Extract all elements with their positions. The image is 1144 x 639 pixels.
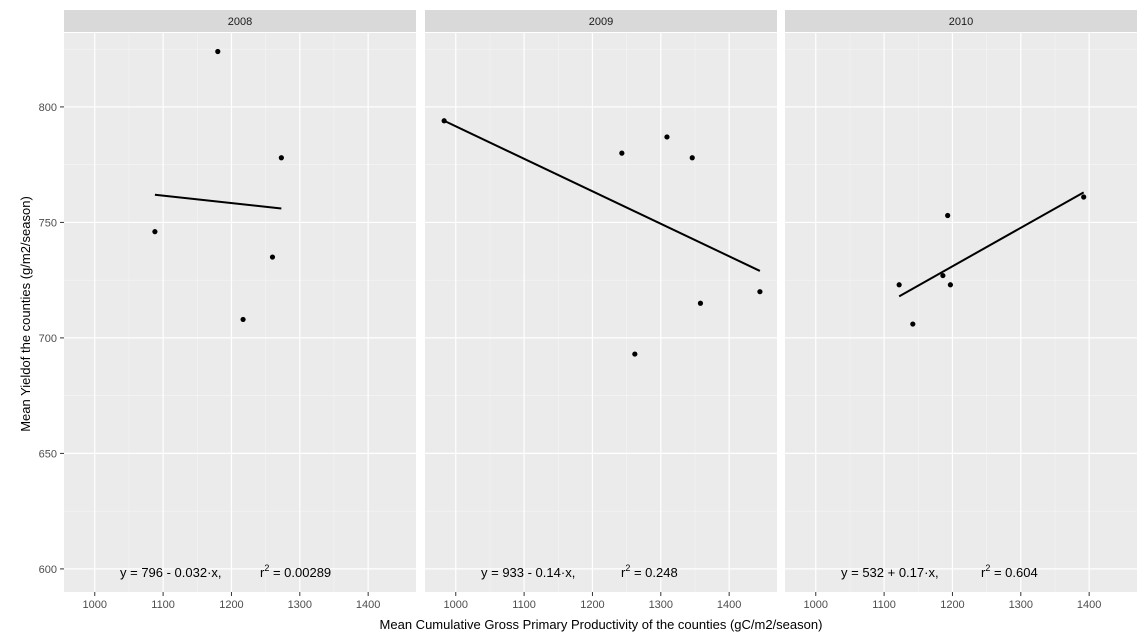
data-point [152,229,158,235]
facet-strip [425,10,777,32]
y-tick-label: 700 [39,333,57,345]
x-axis-title: Mean Cumulative Gross Primary Productivi… [380,617,823,632]
data-point [632,351,638,357]
r-squared-exponent: 2 [264,563,269,573]
data-point [269,254,276,260]
y-axis: 600 650 700 750 800 [39,102,64,576]
facet-panel-2008: 2008 1000 1100 1200 1300 1400 y = 796 - 0.032·… [64,10,416,611]
panel-background [64,33,416,592]
y-tick-label: 750 [39,217,57,229]
x-tick-label: 1100 [872,599,896,611]
r-squared-value: = 0.00289 [269,565,331,580]
data-point [664,134,670,140]
x-tick-label: 1200 [940,599,964,611]
r-squared-exponent: 2 [985,563,990,573]
x-tick-label: 1300 [1009,599,1033,611]
regression-equation: y = 933 - 0.14·x, r2 = 0.248 [481,563,678,580]
trend-line [154,193,282,210]
data-point [240,316,246,323]
data-point [697,300,704,306]
r-squared-value: = 0.604 [990,565,1037,580]
facet-strip [785,10,1137,32]
x-tick-label: 1200 [219,599,243,611]
r-squared-exponent: 2 [625,563,630,573]
r-squared-prefix: r [621,565,626,580]
data-point [945,212,951,219]
data-point [947,282,954,288]
x-tick-label: 1300 [649,599,673,611]
x-tick-label: 1400 [717,599,741,611]
facet-strip [64,10,416,32]
y-axis-title: Mean Yieldof the counties (g/m2/season) [18,196,33,432]
data-point [441,118,447,124]
data-point [896,282,902,288]
x-tick-label: 1100 [151,599,175,611]
equation-formula: y = 933 - 0.14·x, [481,565,575,580]
x-tick-label: 1200 [580,599,604,611]
trend-line [898,191,1085,298]
regression-equation: y = 532 + 0.17·x, r2 = 0.604 [841,563,1038,580]
data-point [910,321,916,327]
trend-line [443,119,761,272]
facet-panel-2010: 2010 1000 1100 1200 1300 1400 y = 532 + 0.17·x… [785,10,1137,611]
r-squared-label: r2 = 0.00289 [260,563,331,580]
facet-panel-2009: 2009 1000 1100 1200 1300 1400 y = 933 - 0.14·x… [425,10,777,611]
r-squared-prefix: r [260,565,265,580]
panel-background [425,33,777,592]
data-point [1081,194,1087,200]
data-point [757,289,763,295]
y-tick-label: 800 [39,102,57,114]
data-point [689,155,695,161]
x-tick-label: 1400 [1077,599,1101,611]
x-tick-label: 1100 [512,599,536,611]
equation-formula: y = 796 - 0.032·x, [120,565,222,580]
facet-strip-label: 2010 [949,16,973,28]
data-point [278,155,284,161]
facet-strip-label: 2009 [589,16,613,28]
x-tick-label: 1400 [356,599,380,611]
r-squared-label: r2 = 0.248 [621,563,678,580]
facet-panels: 2008 1000 1100 1200 1300 1400 y = 796 - 0.032·… [64,10,1137,611]
x-tick-label: 1000 [83,599,107,611]
regression-equation: y = 796 - 0.032·x, r2 = 0.00289 [120,563,331,580]
data-point [619,150,625,156]
y-tick-label: 650 [39,448,57,460]
facet-strip-label: 2008 [228,16,252,28]
r-squared-prefix: r [981,565,986,580]
y-tick-label: 600 [39,564,57,576]
panel-background [785,33,1137,592]
x-tick-label: 1000 [444,599,468,611]
r-squared-label: r2 = 0.604 [981,563,1038,580]
x-tick-label: 1300 [288,599,312,611]
r-squared-value: = 0.248 [630,565,677,580]
data-point [940,272,946,279]
data-point [215,48,221,55]
equation-formula: y = 532 + 0.17·x, [841,565,939,580]
x-tick-label: 1000 [804,599,828,611]
